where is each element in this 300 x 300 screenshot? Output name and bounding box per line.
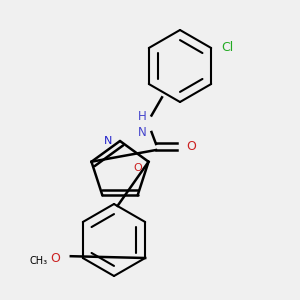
- Text: N: N: [104, 136, 112, 146]
- Text: O: O: [50, 251, 60, 265]
- Text: O: O: [186, 140, 196, 153]
- Text: Cl: Cl: [221, 41, 234, 55]
- Text: O: O: [134, 163, 142, 173]
- Text: CH₃: CH₃: [29, 256, 47, 266]
- Text: H
N: H N: [138, 110, 147, 139]
